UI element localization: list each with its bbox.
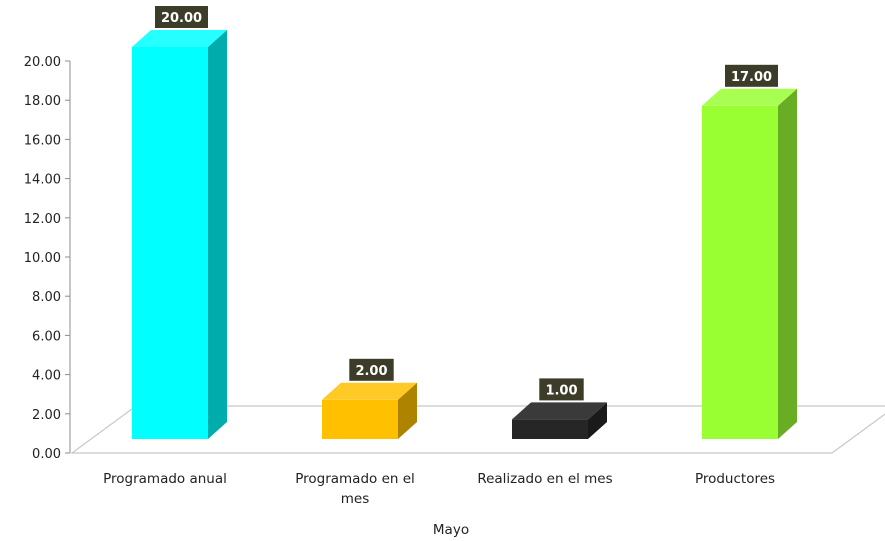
x-category-line: mes <box>341 491 370 507</box>
bar-top <box>512 402 607 420</box>
bar <box>702 88 797 440</box>
y-tick-label: 14.00 <box>24 173 61 188</box>
data-labels: 20.00 2.00 1.00 17.00 <box>155 6 778 401</box>
bars <box>132 30 797 440</box>
data-label: 1.00 <box>539 378 584 401</box>
y-tick-label: 18.00 <box>24 94 61 109</box>
bar <box>512 402 607 439</box>
bar <box>132 30 227 439</box>
bar-side <box>208 30 227 439</box>
x-category-label: Realizado en el mes <box>477 471 612 487</box>
data-label-text: 2.00 <box>355 364 387 379</box>
data-label-box <box>725 64 778 87</box>
bar-side <box>778 88 797 440</box>
data-label: 2.00 <box>349 358 394 381</box>
data-label-text: 20.00 <box>161 11 202 26</box>
data-label-box <box>155 6 208 28</box>
y-tick-label: 20.00 <box>24 55 61 70</box>
x-axis-categories: Programado anual Programado en el mes Reali… <box>103 471 775 507</box>
y-tick-label: 4.00 <box>32 369 61 384</box>
x-category-line: Programado anual <box>103 471 227 487</box>
y-tick-label: 16.00 <box>24 133 61 148</box>
x-axis-title: Mayo <box>433 522 469 538</box>
x-category-line: Productores <box>695 471 775 487</box>
bar <box>322 382 417 439</box>
bar-top <box>322 382 417 400</box>
data-label-box <box>349 358 394 381</box>
data-label-text: 1.00 <box>545 383 577 398</box>
bar-side <box>588 402 607 439</box>
y-tick-label: 2.00 <box>32 408 61 423</box>
bar-front <box>132 47 208 439</box>
bar-top <box>132 30 227 47</box>
data-label: 17.00 <box>725 64 778 87</box>
x-category-line: Realizado en el mes <box>477 471 612 487</box>
bar-top <box>702 88 797 106</box>
y-tick-label: 12.00 <box>24 212 61 227</box>
bar-front <box>512 419 588 439</box>
y-tick-label: 6.00 <box>32 329 61 344</box>
data-label-text: 17.00 <box>731 70 772 85</box>
y-tick-label: 10.00 <box>24 251 61 266</box>
x-category-label: Productores <box>695 471 775 487</box>
x-category-label: Programado en el mes <box>295 471 415 507</box>
chart-floor <box>70 405 885 454</box>
bar-side <box>398 382 417 439</box>
floor-outline <box>70 405 885 454</box>
data-label-box <box>539 378 584 401</box>
y-tick-label: 8.00 <box>32 290 61 305</box>
x-category-label: Programado anual <box>103 471 227 487</box>
x-category-line: Programado en el <box>295 471 415 487</box>
bar-front <box>702 105 778 440</box>
y-axis: 0.00 2.00 4.00 6.00 8.00 10.00 12.00 14.00 16.00… <box>24 55 71 462</box>
y-tick-label: 0.00 <box>32 447 61 462</box>
bar-front <box>322 399 398 439</box>
data-label: 20.00 <box>155 6 208 28</box>
